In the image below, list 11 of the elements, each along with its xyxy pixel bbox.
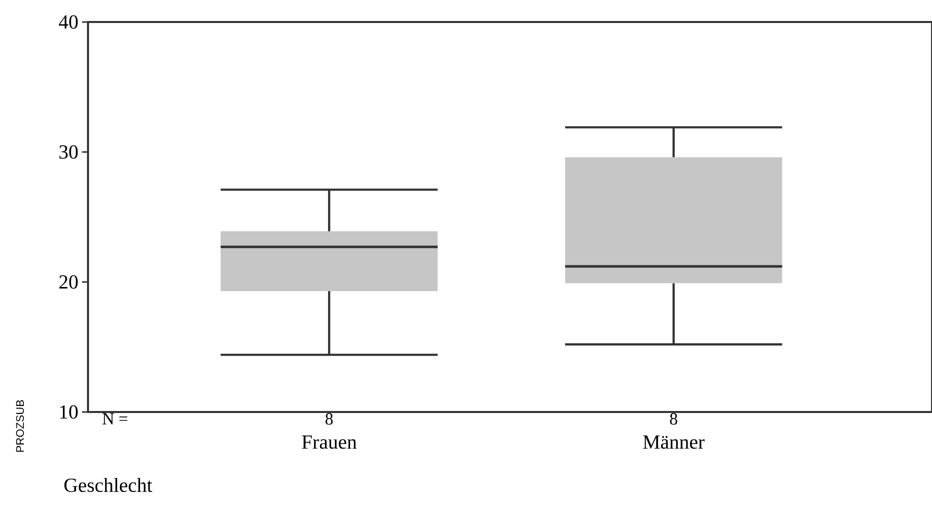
x-tick-label: Männer [643, 436, 705, 449]
text: N = [102, 413, 128, 424]
text: 8 [670, 413, 678, 425]
y-tick-label: 40 [58, 15, 78, 29]
text: 8 [326, 413, 333, 425]
y-axis-title: PROZSUB [16, 400, 24, 452]
y-tick-label: 20 [59, 275, 78, 289]
x-tick-label: Frauen [302, 436, 357, 449]
y-tick-label: 30 [59, 145, 78, 159]
y-tick-label: 10 [60, 405, 78, 419]
x-axis-title: Geschlecht [64, 478, 152, 492]
